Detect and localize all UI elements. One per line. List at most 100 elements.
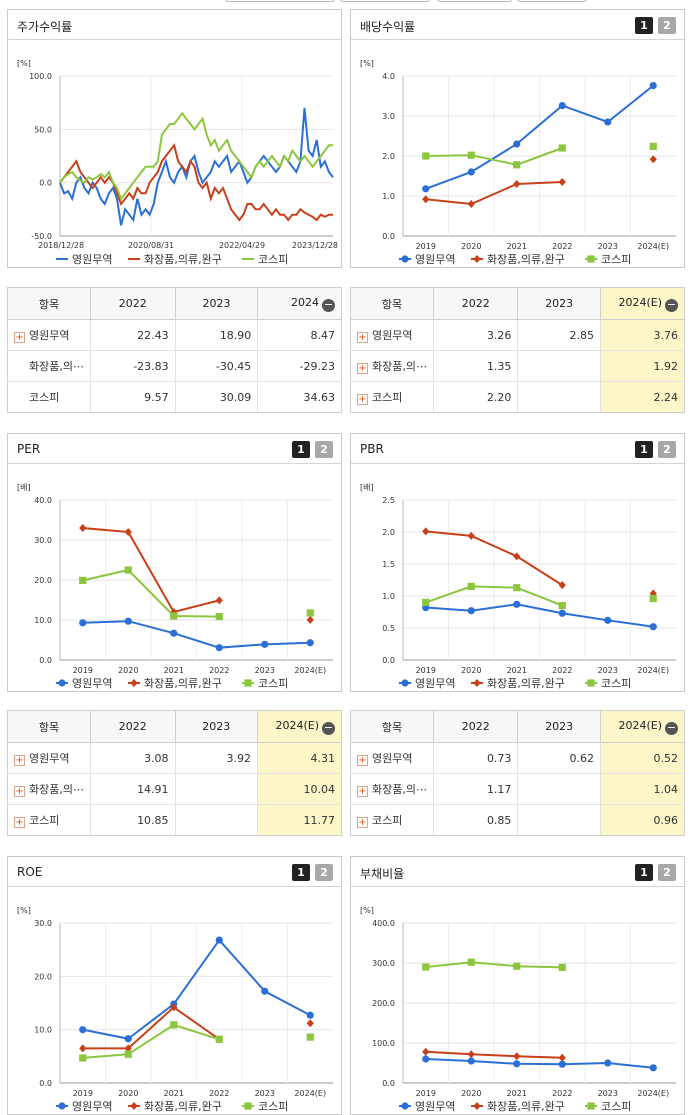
- expand-icon[interactable]: +: [14, 786, 25, 797]
- data-point: [170, 612, 178, 620]
- col-header-2023: 2023: [517, 287, 601, 320]
- data-point: [513, 584, 521, 592]
- cell-2024e: 1.04: [599, 773, 686, 805]
- page-2-button[interactable]: 2: [315, 441, 333, 458]
- data-point: [649, 1064, 657, 1072]
- cell-2022: 2.20: [432, 381, 518, 413]
- page-2-button[interactable]: 2: [658, 864, 676, 881]
- expand-icon[interactable]: +: [357, 755, 368, 766]
- cell-2023: 2.85: [517, 319, 601, 351]
- series-line: [82, 527, 220, 614]
- data-point: [649, 594, 657, 603]
- cell-2024: -29.23: [257, 350, 342, 382]
- chart-title: ROE: [17, 865, 43, 879]
- page-1-button[interactable]: 1: [635, 441, 653, 458]
- legend-marker: [473, 255, 481, 263]
- collapse-icon[interactable]: −: [322, 297, 335, 312]
- data-point: [215, 644, 223, 652]
- toolbar-button[interactable]: [437, 0, 512, 2]
- legend-label: 영원무역: [72, 253, 112, 266]
- y-tick-label: 0.5: [382, 624, 395, 633]
- legend-label: 코스피: [601, 1100, 631, 1113]
- col-header-label: 2024(E): [275, 718, 319, 732]
- data-point: [124, 566, 132, 574]
- cell-2024e: 0.96: [599, 804, 686, 836]
- expand-icon[interactable]: +: [357, 786, 368, 797]
- page-1-button[interactable]: 1: [292, 864, 310, 881]
- collapse-icon[interactable]: −: [665, 297, 678, 312]
- data-point: [215, 936, 223, 944]
- page-1-button[interactable]: 1: [292, 441, 310, 458]
- x-tick-label: 2023: [255, 666, 275, 675]
- x-tick-label: 2024(E): [637, 1089, 669, 1098]
- data-point: [215, 596, 223, 605]
- cell-2022: 22.43: [89, 319, 176, 351]
- x-tick-label: 2023: [598, 1089, 618, 1098]
- table-row: + 영원무역 0.73 0.62 0.52: [350, 742, 686, 774]
- data-point: [215, 613, 223, 621]
- page-1-button[interactable]: 1: [635, 864, 653, 881]
- collapse-icon[interactable]: −: [665, 720, 678, 735]
- series-line: [425, 147, 563, 166]
- y-tick-label: 0.0: [39, 179, 52, 188]
- table-row: + 영원무역 3.26 2.85 3.76: [350, 319, 686, 351]
- y-tick-label: 2.0: [382, 152, 395, 161]
- x-tick-label: 2022: [209, 1089, 229, 1098]
- col-header-item: 항목: [350, 710, 434, 743]
- data-point: [649, 82, 657, 90]
- col-header-2024e: 2024(E) −: [599, 287, 686, 320]
- table-row: + 코스피 0.85 0.96: [350, 804, 686, 836]
- expand-icon[interactable]: +: [357, 363, 368, 374]
- data-point: [79, 524, 87, 532]
- cell-2023: [174, 773, 258, 805]
- y-tick-label: 30.0: [34, 919, 52, 928]
- price-return-chart-card: 주가수익률 [%] 100.0 50.0 0.0 -50.0 2018/12/28 2020…: [7, 9, 342, 268]
- data-point: [79, 1044, 87, 1053]
- x-tick-label: 2020: [461, 1089, 481, 1098]
- legend-label: 코스피: [258, 677, 288, 690]
- page-2-button[interactable]: 2: [658, 17, 676, 34]
- data-point: [467, 1050, 475, 1059]
- axis-unit-label: [배]: [17, 483, 31, 492]
- col-header-item: 항목: [7, 287, 91, 320]
- data-point: [604, 616, 612, 624]
- page-switcher: 1 2: [635, 17, 676, 34]
- pbr-chart: [배] 2.5 2.0 1.5 1.0 0.5 0.0 2019 2020 2021 2022 202…: [360, 483, 676, 690]
- expand-icon[interactable]: +: [14, 817, 25, 828]
- toolbar-button[interactable]: [340, 0, 430, 2]
- collapse-icon[interactable]: −: [322, 720, 335, 735]
- data-point: [558, 963, 566, 971]
- data-point: [306, 615, 314, 624]
- data-point: [558, 609, 566, 617]
- y-tick-label: 0.0: [382, 232, 395, 241]
- expand-icon[interactable]: +: [14, 755, 25, 766]
- table-row: 코스피 9.57 30.09 34.63: [7, 381, 342, 413]
- row-label: 화장품,의⋯: [372, 360, 427, 373]
- card-header: 부채비율 1 2: [351, 857, 684, 887]
- data-point: [422, 1055, 430, 1063]
- expand-icon[interactable]: +: [357, 332, 368, 343]
- x-tick-label: 2019: [416, 1089, 436, 1098]
- card-header: 배당수익률 1 2: [351, 10, 684, 40]
- per-chart-card: PER 1 2 [배] 40.0 30.0 20.0 10.0 0.0 2019 2020 20…: [7, 433, 342, 692]
- card-header: 주가수익률: [8, 10, 341, 40]
- expand-icon[interactable]: +: [357, 817, 368, 828]
- x-tick-label: 2018/12/28: [38, 241, 84, 250]
- debt-ratio-chart: [%] 400.0 300.0 200.0 100.0 0.0 2019 2020 2021 20…: [360, 906, 676, 1113]
- page-1-button[interactable]: 1: [635, 17, 653, 34]
- expand-icon[interactable]: +: [357, 394, 368, 405]
- col-header-2023: 2023: [174, 710, 259, 743]
- roe-chart: [%]30.0 20.0 10.0 0.0 2019 2020 2021 2022 2023 20…: [17, 906, 333, 1113]
- per-chart: [배]40.0 30.0 20.0 10.0 0.0 2019 2020 2021 2022 20…: [17, 483, 333, 690]
- data-point: [467, 200, 475, 208]
- toolbar-button[interactable]: [517, 0, 587, 2]
- expand-icon[interactable]: +: [14, 332, 25, 343]
- page-2-button[interactable]: 2: [658, 441, 676, 458]
- data-point: [124, 1044, 132, 1053]
- page-2-button[interactable]: 2: [315, 864, 333, 881]
- table-row: + 코스피 2.20 2.24: [350, 381, 686, 413]
- data-point: [467, 607, 475, 615]
- y-tick-label: 0.0: [382, 1079, 395, 1088]
- y-tick-label: 400.0: [372, 919, 395, 928]
- toolbar-button[interactable]: [225, 0, 335, 2]
